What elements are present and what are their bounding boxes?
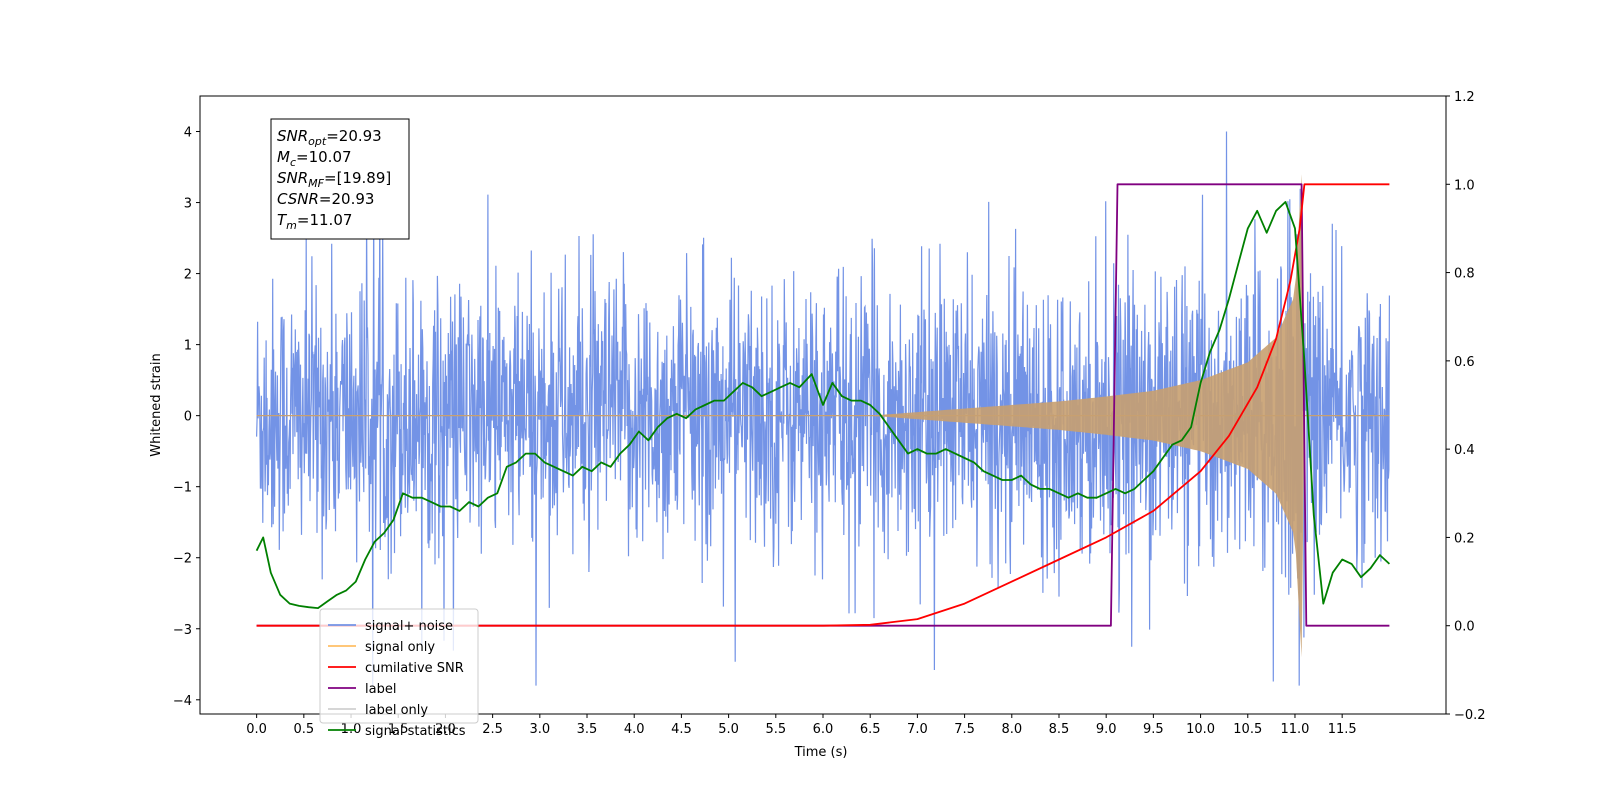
annotation-frame	[270, 118, 410, 240]
legend-label: cumilative SNR	[365, 661, 464, 676]
annotation-line: SNRMF=[19.89]	[277, 169, 391, 190]
y-axis-left: −4 −3 −2 −1 0 1 2 3 4	[173, 126, 200, 709]
y-tick-label: 2	[184, 268, 192, 283]
x-tick-label: 1.5	[388, 722, 409, 737]
y2-tick-label: 0.8	[1454, 267, 1475, 282]
x-tick-label: 0.5	[293, 722, 314, 737]
y2-tick-label: 1.0	[1454, 178, 1475, 193]
signal-only-series	[256, 174, 1390, 658]
legend-label: signal only	[365, 640, 435, 655]
x-tick-label: 9.0	[1096, 722, 1117, 737]
label-line	[256, 183, 1390, 627]
x-tick-label: 3.0	[529, 722, 550, 737]
legend-label: signal+ noise	[365, 619, 453, 634]
legend-label: label	[365, 682, 396, 697]
y-tick-label: −4	[173, 694, 192, 709]
annotation-line: CSNR=20.93	[277, 190, 374, 208]
annotation-line: Tm=11.07	[277, 211, 352, 232]
y-tick-label: −2	[173, 552, 192, 567]
signal-plus-noise-series	[256, 131, 1390, 686]
x-tick-label: 6.0	[813, 722, 834, 737]
y2-tick-label: −0.2	[1454, 708, 1486, 723]
y-tick-label: 3	[184, 197, 192, 212]
x-tick-label: 10.0	[1186, 722, 1215, 737]
x-axis: 0.0 0.5 1.0 1.5 2.0 2.5 3.0 3.5 4.0 4.5 5.0 5.5 6.0 6…	[246, 714, 1357, 737]
y-tick-label: −3	[173, 623, 192, 638]
legend-label: label only	[365, 703, 428, 718]
y2-tick-label: 0.4	[1454, 443, 1475, 458]
x-tick-label: 5.0	[718, 722, 739, 737]
line-series	[255, 183, 1391, 627]
y-tick-label: −1	[173, 481, 192, 496]
x-tick-label: 2.0	[435, 722, 456, 737]
y-axis-label: Whitened strain	[149, 353, 164, 456]
annotation-box: SNRopt=20.93Mc=10.07SNRMF=[19.89]CSNR=20…	[270, 118, 410, 240]
y-tick-label: 0	[184, 410, 192, 425]
y2-tick-label: 0.0	[1454, 620, 1475, 635]
y2-tick-label: 0.6	[1454, 355, 1475, 370]
y-axis-right: −0.2 0.0 0.2 0.4 0.6 0.8 1.0 1.2	[1446, 90, 1486, 723]
y2-tick-label: 0.2	[1454, 531, 1475, 546]
x-tick-label: 8.5	[1049, 722, 1070, 737]
x-tick-label: 2.5	[482, 722, 503, 737]
x-tick-label: 4.5	[671, 722, 692, 737]
x-tick-label: 10.5	[1233, 722, 1262, 737]
x-tick-label: 7.0	[907, 722, 928, 737]
x-tick-label: 11.5	[1328, 722, 1357, 737]
x-tick-label: 11.0	[1280, 722, 1309, 737]
x-tick-label: 0.0	[246, 722, 267, 737]
x-tick-label: 7.5	[954, 722, 975, 737]
x-axis-label: Time (s)	[794, 745, 848, 760]
y-tick-label: 1	[184, 339, 192, 354]
legend-frame	[319, 608, 479, 724]
x-tick-label: 9.5	[1143, 722, 1164, 737]
annotation-line: Mc=10.07	[277, 148, 352, 169]
x-tick-label: 3.5	[577, 722, 598, 737]
legend-label: signal statistics	[365, 724, 466, 739]
y2-tick-label: 1.2	[1454, 90, 1475, 105]
x-tick-label: 6.5	[860, 722, 881, 737]
signal-plus-noise-line	[256, 131, 1390, 686]
y-tick-label: 4	[184, 126, 192, 141]
legend: signal+ noise signal only cumilative SNR la…	[319, 608, 479, 739]
cumilative-snr-line	[256, 183, 1390, 627]
annotation-line: SNRopt=20.93	[277, 127, 382, 148]
signal-statistics-line	[255, 201, 1391, 609]
x-tick-label: 4.0	[624, 722, 645, 737]
x-tick-label: 8.0	[1001, 722, 1022, 737]
x-tick-label: 5.5	[765, 722, 786, 737]
